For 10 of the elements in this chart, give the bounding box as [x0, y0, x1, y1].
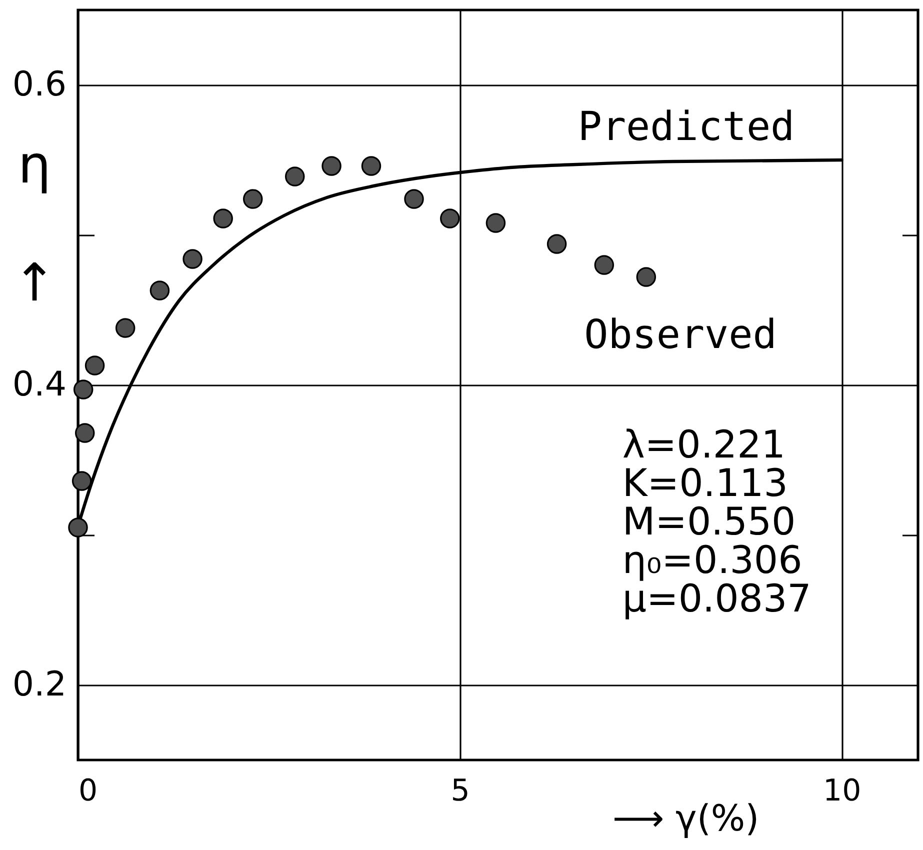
series-label: Observed	[584, 312, 777, 358]
x-tick-label: 5	[450, 774, 470, 808]
y-axis-title: η ↑	[12, 136, 56, 314]
series-label: Predicted	[578, 104, 795, 150]
x-axis-title: ⟶ γ(%)	[612, 798, 760, 840]
y-tick-label: 0.4	[12, 364, 66, 404]
x-tick-label: 0	[78, 774, 98, 808]
y-tick-label: 0.2	[12, 664, 66, 704]
y-tick-label: 0.6	[12, 64, 66, 104]
x-tick-label: 10	[823, 774, 862, 808]
